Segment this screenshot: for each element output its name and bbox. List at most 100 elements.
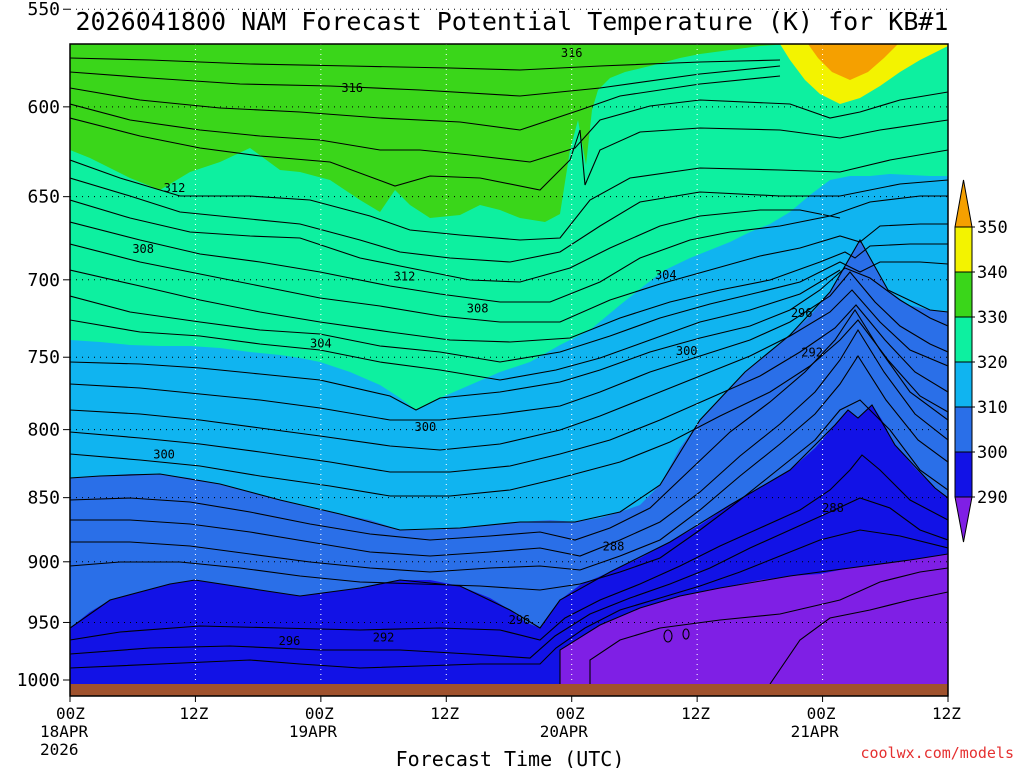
contour-label: 316 <box>341 81 363 95</box>
y-tick-label: 900 <box>27 552 60 573</box>
contour-line <box>70 399 948 591</box>
band-280-290 <box>560 554 948 684</box>
x-tick-label: 00Z <box>807 704 836 723</box>
colorbar-swatch <box>954 406 973 453</box>
band-350-360 <box>808 44 898 80</box>
colorbar-label: 320 <box>977 353 1008 373</box>
contour-line <box>70 65 781 97</box>
x-date-label: 18APR <box>40 722 89 741</box>
contour-line <box>70 261 948 363</box>
colorbar-label: 310 <box>977 398 1008 418</box>
plot-frame <box>69 43 949 697</box>
colorbar-label: 300 <box>977 443 1008 463</box>
contour-line <box>70 497 948 659</box>
contour-line <box>70 308 948 541</box>
y-tick-label: 1000 <box>17 670 60 691</box>
contour-line <box>70 223 948 323</box>
x-tick-label: 12Z <box>932 704 961 723</box>
contour-line <box>70 199 841 283</box>
contour-line <box>70 454 948 641</box>
contour-labels: 3323363323283243283283203243243163043123… <box>132 46 844 648</box>
contour-line <box>70 271 948 421</box>
y-tick-label: 800 <box>27 420 60 441</box>
y-tick-label: 950 <box>27 612 60 633</box>
contour-label: 308 <box>132 242 154 256</box>
grid-horizontal <box>70 8 948 623</box>
contour-label: 300 <box>676 344 698 358</box>
contour-label: 288 <box>822 501 844 515</box>
contour-label: 296 <box>791 306 813 320</box>
contour-line <box>70 269 841 381</box>
colorbar-label: 350 <box>977 218 1008 238</box>
contour-line <box>70 404 948 629</box>
contour-label: 308 <box>467 301 489 315</box>
contour-label: 296 <box>279 634 301 648</box>
contour-line <box>559 553 948 684</box>
contour-label: 288 <box>603 540 625 554</box>
x-date-label: 19APR <box>289 722 338 741</box>
colorbar-label: 330 <box>977 308 1008 328</box>
contour-line <box>70 354 948 573</box>
x-date-label: 21APR <box>791 722 840 741</box>
contour-lines <box>70 57 948 684</box>
colorbar-swatch <box>954 451 973 498</box>
x-axis-title: Forecast Time (UTC) <box>396 747 625 768</box>
contour-line <box>70 57 781 71</box>
y-tick-label: 550 <box>27 0 60 20</box>
x-tick-label: 00Z <box>305 704 334 723</box>
ground-strip <box>70 684 948 696</box>
contour-line <box>70 267 948 411</box>
contour-label: 300 <box>415 420 437 434</box>
grid-vertical <box>194 44 824 684</box>
x-year-label: 2026 <box>40 740 79 759</box>
contour-line <box>70 328 948 557</box>
y-tick-label: 850 <box>27 488 60 509</box>
colorbar-label: 290 <box>977 488 1008 508</box>
contour-line <box>70 304 948 473</box>
colorbar-swatch <box>954 496 973 543</box>
contour-label: 304 <box>655 268 677 282</box>
chart-title: 2026041800 NAM Forecast Potential Temper… <box>76 7 949 36</box>
contour-label: 292 <box>373 631 395 645</box>
contour-line <box>769 591 948 684</box>
x-tick-label: 12Z <box>430 704 459 723</box>
colorbar-swatch <box>954 179 973 228</box>
contour-label: 300 <box>153 448 175 462</box>
y-tick-label: 700 <box>27 270 60 291</box>
contour-line <box>70 319 948 497</box>
contour-line <box>70 529 948 669</box>
colorbar: 290 300 310 320 330 340 350 <box>954 179 1008 543</box>
contour-line <box>682 628 690 640</box>
x-tick-label: 12Z <box>681 704 710 723</box>
y-tick-label: 650 <box>27 187 60 208</box>
contour-line <box>70 289 948 451</box>
x-tick-label: 00Z <box>556 704 585 723</box>
x-tick-label: 12Z <box>179 704 208 723</box>
contour-label: 304 <box>310 337 332 351</box>
credit-text: coolwx.com/models <box>860 744 1014 762</box>
y-tick-label: 600 <box>27 97 60 118</box>
contour-label: 312 <box>394 270 416 284</box>
colorbar-swatch <box>954 271 973 318</box>
x-date-label: 20APR <box>540 722 589 741</box>
colorbar-swatch <box>954 316 973 363</box>
contour-label: 292 <box>801 346 823 360</box>
contour-line <box>70 195 948 303</box>
contour-line <box>70 117 948 191</box>
contour-label: 316 <box>561 46 583 60</box>
contour-line <box>70 75 781 131</box>
y-tick-label: 750 <box>27 347 60 368</box>
contour-line <box>70 177 948 263</box>
contour-label: 312 <box>164 181 186 195</box>
colorbar-swatch <box>954 226 973 273</box>
contour-label: 296 <box>509 613 531 627</box>
contour-line <box>70 243 948 343</box>
x-tick-label: 00Z <box>56 704 85 723</box>
contour-line <box>70 91 948 163</box>
contour-line <box>589 567 948 684</box>
contour-field: 3323363323283243283283203243243163043123… <box>70 44 948 684</box>
contour-line <box>70 238 948 531</box>
y-axis: 2503003504004505005506006507007508008509… <box>17 0 70 691</box>
contour-line <box>70 149 948 241</box>
